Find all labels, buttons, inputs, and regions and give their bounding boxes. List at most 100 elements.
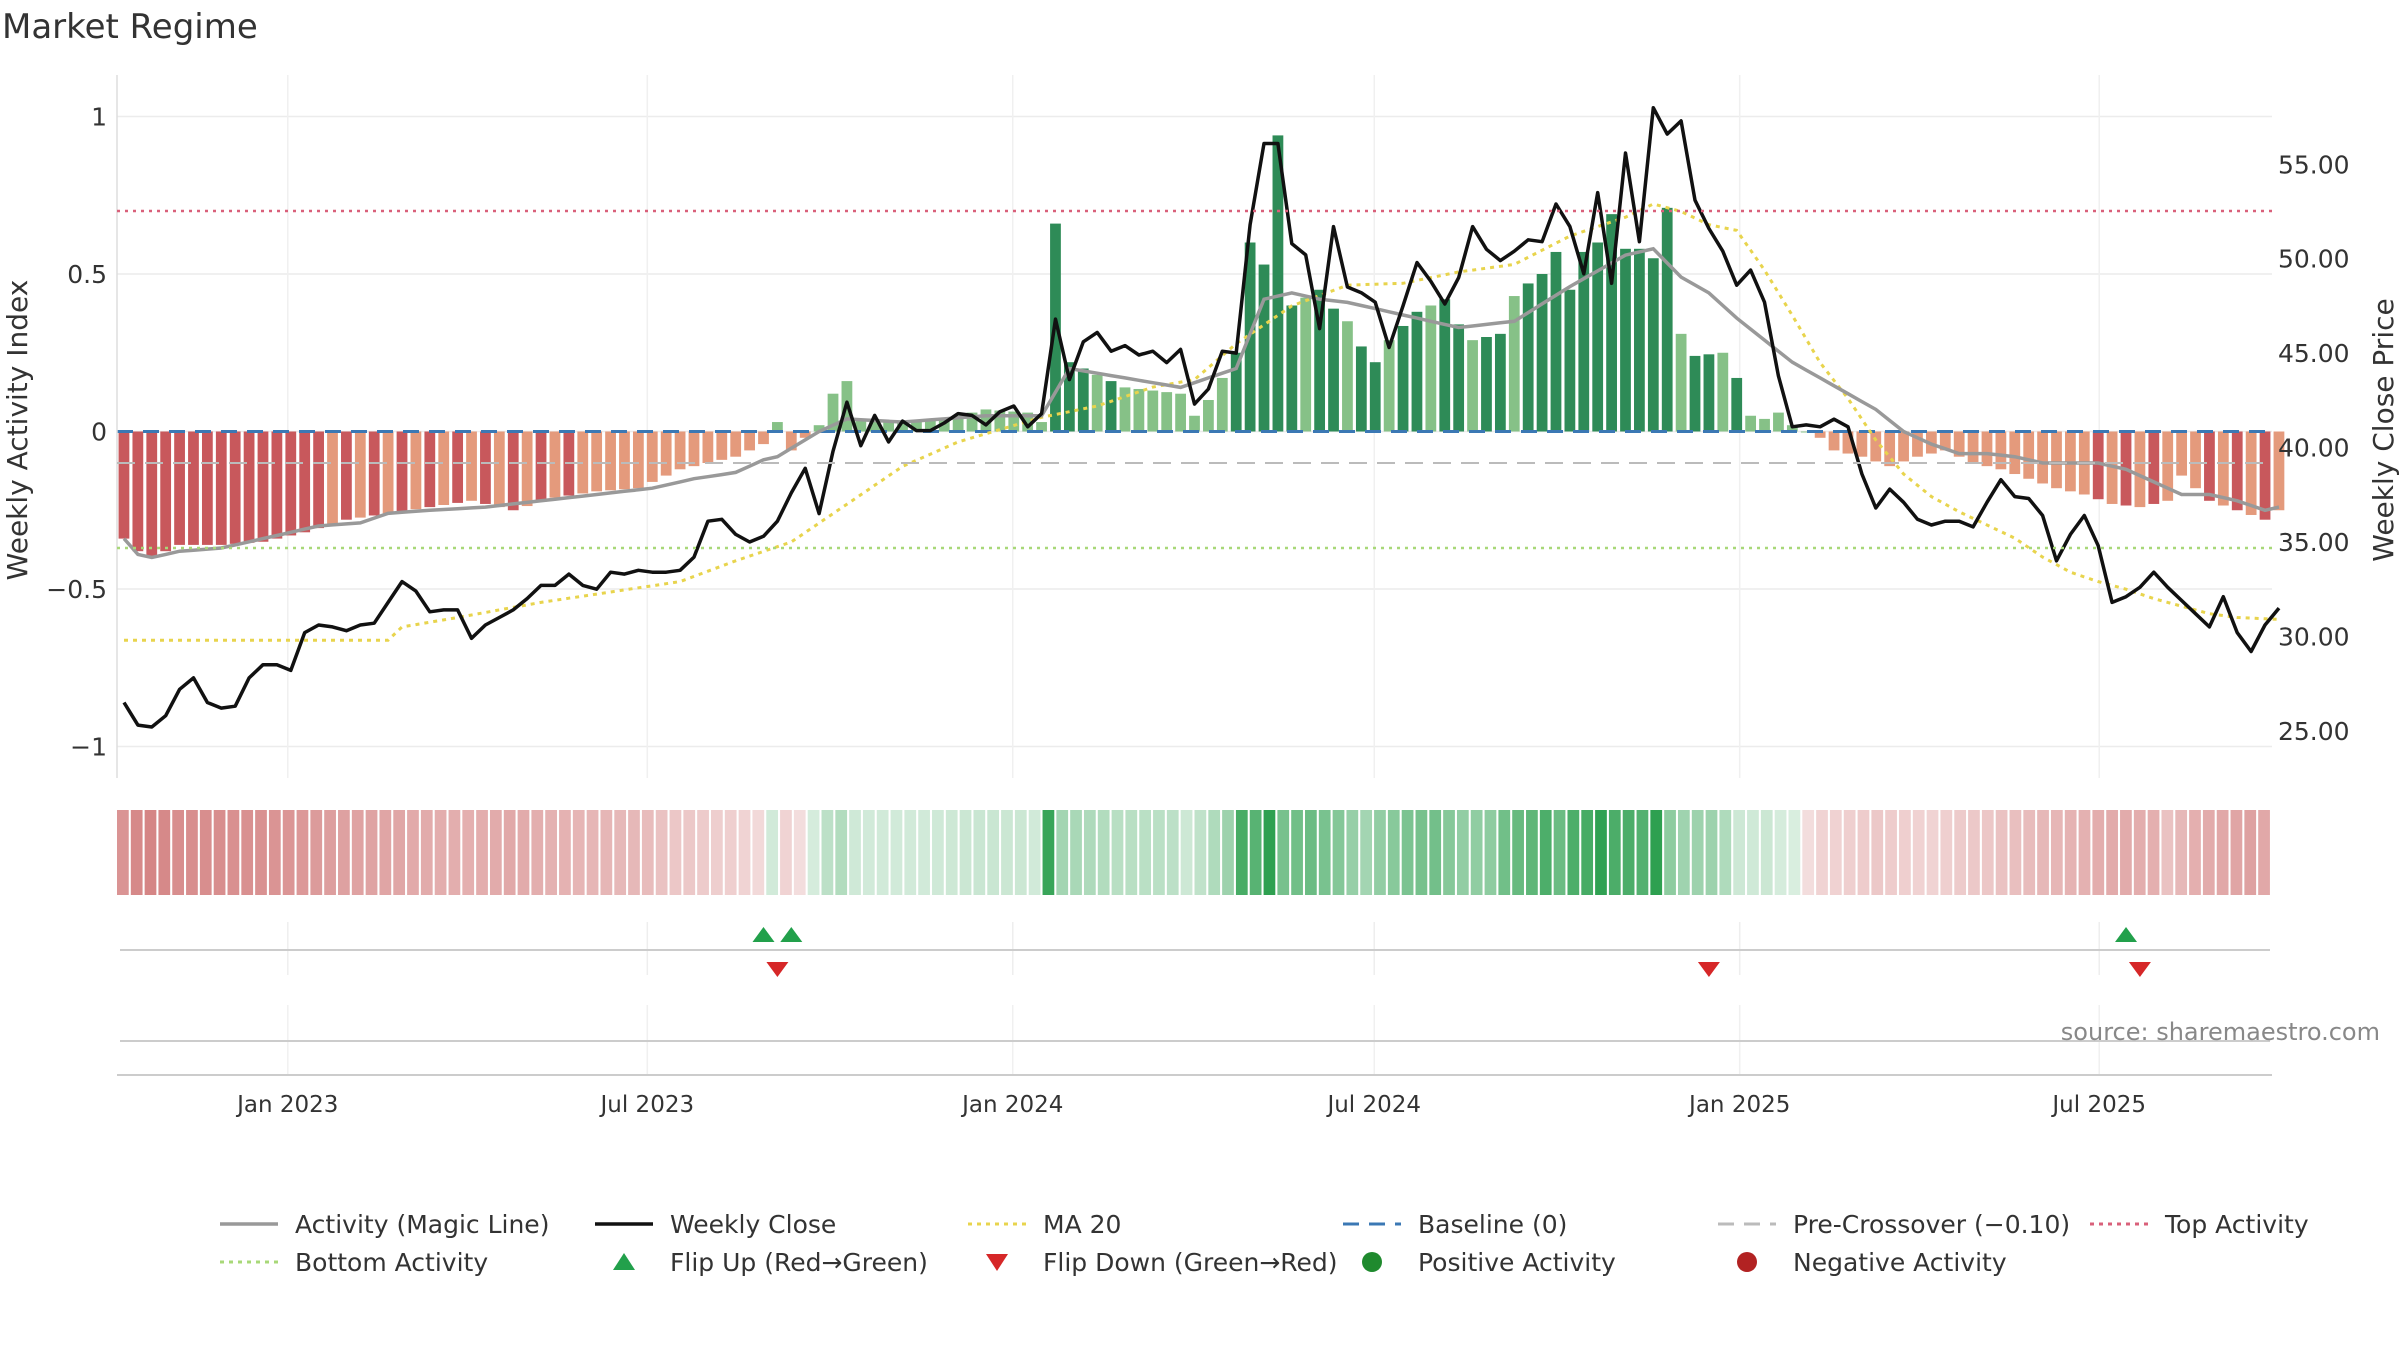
activity-bar — [1008, 411, 1020, 432]
regime-strip-cell — [752, 810, 765, 895]
activity-bar — [1661, 207, 1673, 432]
activity-bar — [1133, 388, 1145, 432]
activity-bar — [1342, 321, 1353, 432]
flip-down-marker — [1697, 962, 1720, 977]
legend-label: Flip Up (Red→Green) — [670, 1248, 928, 1277]
activity-bar — [1522, 283, 1534, 432]
regime-strip-cell — [1415, 810, 1428, 895]
legend-label: Bottom Activity — [295, 1248, 488, 1277]
regime-strip-cell — [697, 810, 709, 895]
activity-bar — [160, 431, 172, 552]
activity-bar — [1286, 305, 1298, 432]
regime-strip-cell — [1249, 810, 1262, 895]
activity-bar — [257, 431, 269, 542]
regime-strip-cell — [268, 810, 281, 895]
legend-item: Baseline (0) — [1343, 1210, 1567, 1239]
regime-strip-cell — [241, 810, 254, 895]
activity-bar — [1369, 362, 1381, 432]
regime-strip-cell — [255, 810, 267, 895]
regime-strip-cell — [531, 810, 544, 895]
activity-bar — [1536, 274, 1548, 432]
activity-bar — [410, 431, 422, 510]
regime-strip-cell — [476, 810, 488, 895]
weekly-close-line — [122, 105, 2281, 729]
legend-label: Baseline (0) — [1418, 1210, 1567, 1239]
regime-strip-cell — [821, 810, 834, 895]
regime-strip-cell — [1318, 810, 1331, 895]
regime-strip-cell — [1180, 810, 1193, 895]
regime-strip-cell — [1885, 810, 1897, 895]
activity-bar — [1105, 381, 1117, 432]
regime-strip-cell — [1995, 810, 2008, 895]
legend-item: Top Activity — [2090, 1210, 2309, 1239]
regime-strip-cell — [2230, 810, 2243, 895]
flip-down-marker — [766, 962, 789, 977]
y2-tick-label: 30.00 — [2278, 622, 2350, 651]
regime-strip-cell — [1305, 810, 1317, 895]
activity-bar — [1564, 289, 1576, 432]
legend-label: Activity (Magic Line) — [295, 1210, 549, 1239]
activity-bar — [1647, 258, 1659, 432]
regime-strip-cell — [683, 810, 696, 895]
activity-bar — [1717, 352, 1729, 432]
activity-bar — [313, 431, 324, 529]
regime-strip-cell — [1816, 810, 1828, 895]
activity-bar — [2204, 431, 2215, 501]
ma20-line — [124, 202, 2280, 642]
regime-strip-cell — [1153, 810, 1165, 895]
activity-bar — [1939, 431, 1951, 451]
activity-bar — [118, 431, 130, 539]
legend-label: Positive Activity — [1418, 1248, 1616, 1277]
regime-strip-cell — [462, 810, 475, 895]
activity-bar — [1995, 431, 2007, 470]
regime-strip-cell — [711, 810, 723, 895]
y2-tick-label: 50.00 — [2278, 245, 2350, 274]
regime-strip-cell — [420, 810, 433, 895]
activity-bar — [493, 431, 505, 508]
x-axis-ticks: Jan 2023 Jul 2023 Jan 2024 Jul 2024 Jan 2025… — [235, 1092, 2146, 1118]
activity-bar — [1175, 393, 1186, 432]
legend-label: Weekly Close — [670, 1210, 836, 1239]
regime-strip-cell — [407, 810, 419, 895]
activity-bar — [1453, 324, 1465, 432]
activity-bar — [1800, 431, 1812, 433]
regime-strip-cell — [2037, 810, 2049, 895]
regime-strip-cell — [2258, 810, 2270, 895]
activity-bar — [1063, 362, 1075, 432]
regime-strip-cell — [1553, 810, 1566, 895]
regime-strip-cell — [1097, 810, 1110, 895]
y2-axis-label: Weekly Close Price — [2367, 298, 2400, 561]
legend-label: Flip Down (Green→Red) — [1043, 1248, 1338, 1277]
y-tick-label: −1 — [70, 733, 107, 762]
activity-bar — [688, 431, 700, 467]
activity-bar — [1091, 374, 1103, 432]
regime-strip-cell — [310, 810, 323, 895]
regime-strip-cell — [172, 810, 184, 895]
regime-strip-cell — [434, 810, 447, 895]
activity-bar — [549, 431, 561, 498]
regime-strip-cell — [1139, 810, 1151, 895]
regime-strip-cell — [517, 810, 530, 895]
activity-bar — [174, 431, 185, 545]
activity-bar — [188, 431, 199, 545]
regime-strip-cell — [724, 810, 737, 895]
regime-strip-cell — [1664, 810, 1676, 895]
activity-bar — [1216, 377, 1228, 432]
regime-strip-cell — [1056, 810, 1069, 895]
activity-bar — [2273, 431, 2285, 511]
regime-strip-cell — [1622, 810, 1635, 895]
regime-strip-cell — [2009, 810, 2022, 895]
regime-strip-cell — [614, 810, 627, 895]
regime-strip-cell — [1443, 810, 1455, 895]
activity-bar — [1189, 415, 1200, 432]
y2-tick-label: 25.00 — [2278, 717, 2350, 746]
activity-bar — [2231, 431, 2243, 511]
activity-bar — [1383, 340, 1395, 432]
activity-bar — [1856, 431, 1868, 457]
activity-bar — [1759, 418, 1770, 432]
activity-bar — [1439, 299, 1451, 432]
legend-swatch — [1737, 1252, 1757, 1272]
activity-bar — [466, 431, 477, 501]
regime-strip-cell — [738, 810, 751, 895]
